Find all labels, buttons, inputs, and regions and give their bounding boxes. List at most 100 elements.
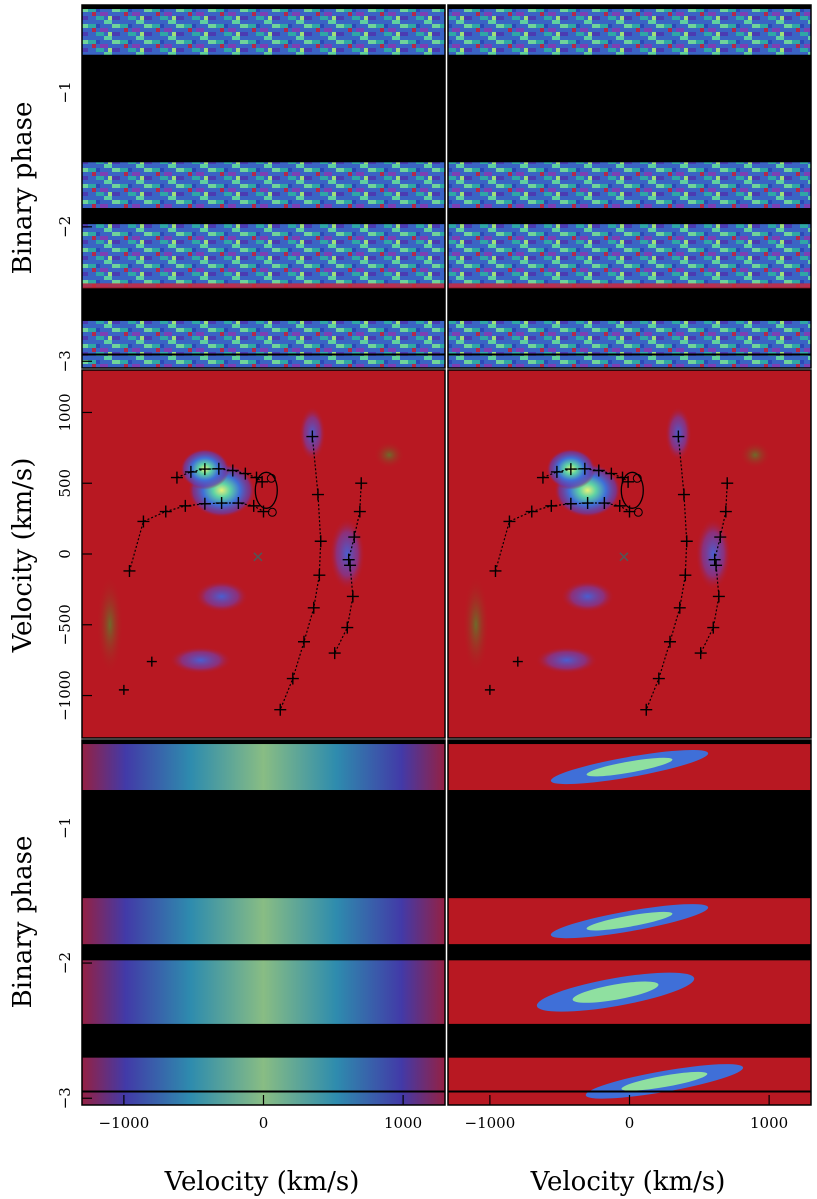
observed-band-0-3	[82, 320, 445, 368]
outer-arc-cross-1-5	[712, 590, 725, 603]
stream-lower-cross-1-2	[525, 505, 538, 518]
doppler-map-1-frame	[447, 369, 812, 739]
stray-cross-1-1	[512, 656, 523, 667]
phase-tick-label-1-2: −3	[56, 1087, 74, 1109]
stream-lower-cross-0-0	[123, 564, 136, 577]
stream-lower-cross-1-3	[545, 499, 558, 512]
inner-arc-cross-1-3	[679, 569, 692, 582]
inner-arc-cross-0-6	[286, 672, 299, 685]
outer-arc-cross-0-7	[328, 647, 341, 660]
panel-top-0-frame	[81, 4, 446, 369]
map-emission-0-3	[169, 646, 232, 674]
model-band-0-1	[82, 898, 445, 945]
observed-band-0-2	[82, 224, 445, 288]
x-axis-title-left: Velocity (km/s)	[164, 1167, 360, 1197]
swave-group-1-0	[550, 749, 709, 785]
stream-upper-cross-1-4	[592, 464, 605, 477]
observed-streak-0	[82, 283, 445, 289]
map-emission-0-4	[194, 580, 249, 613]
roche-lobe-1	[620, 471, 644, 509]
outer-arc-cross-1-6	[707, 621, 720, 634]
model-band-tint-0-2	[82, 960, 445, 1024]
swave-core-1-3	[621, 1071, 708, 1091]
roche-lobe-0	[254, 471, 278, 509]
stream-upper-cross-1-1	[550, 465, 563, 478]
stream-lower-cross-0-4	[198, 497, 211, 510]
observed-band-0-0	[82, 9, 445, 55]
inner-arc-cross-0-5	[297, 635, 310, 648]
model-band-tint-0-1	[82, 898, 445, 945]
roche-point-lower-0	[267, 507, 277, 517]
stream-lower-cross-1-4	[564, 497, 577, 510]
stream-lower-cross-0-3	[179, 499, 192, 512]
x-tick-label-0-0: −1000	[99, 1114, 150, 1132]
swave-group-1-2	[536, 972, 695, 1012]
outer-arc-cross-1-4	[710, 559, 723, 572]
x-tick-label-0-1: 0	[259, 1114, 269, 1132]
stream-upper-cross-0-2	[198, 463, 211, 476]
stream-upper-cross-1-3	[578, 462, 591, 475]
outer-arc-cross-0-3	[342, 553, 355, 566]
inner-arc-cross-1-4	[673, 601, 686, 614]
stray-cross-0-1	[146, 656, 157, 667]
overlays	[81, 369, 812, 739]
x-tick-label-1-1: 0	[625, 1114, 635, 1132]
inner-arc-cross-0-2	[314, 535, 327, 548]
map-emission-1-4	[560, 580, 615, 613]
stray-cross-0-0	[118, 684, 129, 695]
roche-point-lower-1	[633, 507, 643, 517]
map-emission-1-2	[695, 517, 732, 591]
observed-band-1-0	[448, 9, 811, 55]
stream-lower-cross-1-6	[598, 497, 611, 510]
phase-tick-label-0-2: −3	[56, 350, 74, 372]
observed-band-0-1	[82, 162, 445, 209]
stream-lower-cross-0-5	[215, 497, 228, 510]
map-emission-0-6	[373, 441, 405, 469]
stream-upper-cross-1-5	[605, 467, 618, 480]
stream-upper-cross-1-7	[622, 475, 635, 488]
inner-arc-cross-1-5	[663, 635, 676, 648]
phase-tick-label-0-1: −2	[56, 216, 74, 238]
inner-arc-cross-0-0	[306, 430, 319, 443]
velocity-y-tick-label-0: 1000	[56, 393, 74, 431]
model-band-tint-0-0	[82, 744, 445, 791]
doppler-map-0-background	[82, 370, 445, 738]
model-band-0-0	[82, 744, 445, 791]
roche-point-0	[266, 473, 276, 483]
y-axis-title-middle: Velocity (km/s)	[8, 458, 38, 654]
stream-upper-cross-0-1	[184, 465, 197, 478]
x-axis-title-right: Velocity (km/s)	[530, 1167, 726, 1197]
outer-arc-cross-0-6	[341, 621, 354, 634]
inner-arc-cross-1-7	[640, 703, 653, 716]
outer-arc-cross-1-1	[719, 505, 732, 518]
stream-lower-cross-1-0	[489, 564, 502, 577]
inner-arc-cross-0-4	[307, 601, 320, 614]
stray-cross-1-0	[484, 684, 495, 695]
outer-arc-cross-0-5	[346, 590, 359, 603]
inner-arc-cross-1-0	[672, 430, 685, 443]
swave-group-1-3	[585, 1064, 744, 1099]
doppler-map-1-background	[448, 370, 811, 738]
panels	[81, 4, 812, 1106]
stream-upper-cross-0-4	[226, 464, 239, 477]
stream-upper-cross-0-0	[170, 471, 183, 484]
x-tick-label-1-0: −1000	[465, 1114, 516, 1132]
stream-lower-cross-1-1	[503, 515, 516, 528]
inner-arc-cross-1-6	[652, 672, 665, 685]
swave-core-1-1	[586, 911, 673, 931]
primary-marker-0	[253, 552, 263, 562]
observed-band-1-1	[448, 162, 811, 209]
swave-group-1-1	[550, 904, 709, 939]
stream-upper-cross-0-5	[239, 467, 252, 480]
map-emission-0-2	[329, 517, 366, 591]
observed-band-1-2	[448, 224, 811, 288]
outer-arc-cross-1-2	[714, 531, 727, 544]
labels: −1 −2 −3 −1 −2 −3 1000 500 0 −500 −1000 −1000 0 1000 −…	[8, 81, 788, 1197]
x-tick-label-1-2: 1000	[750, 1114, 788, 1132]
outer-arc-cross-0-2	[348, 531, 361, 544]
phase-tick-label-0-0: −1	[56, 81, 74, 103]
y-axis-title-bottom: Binary phase	[8, 836, 38, 1009]
stream-upper-cross-1-0	[536, 471, 549, 484]
stream-lower-cross-0-2	[159, 505, 172, 518]
map-emission-1-3	[535, 646, 598, 674]
